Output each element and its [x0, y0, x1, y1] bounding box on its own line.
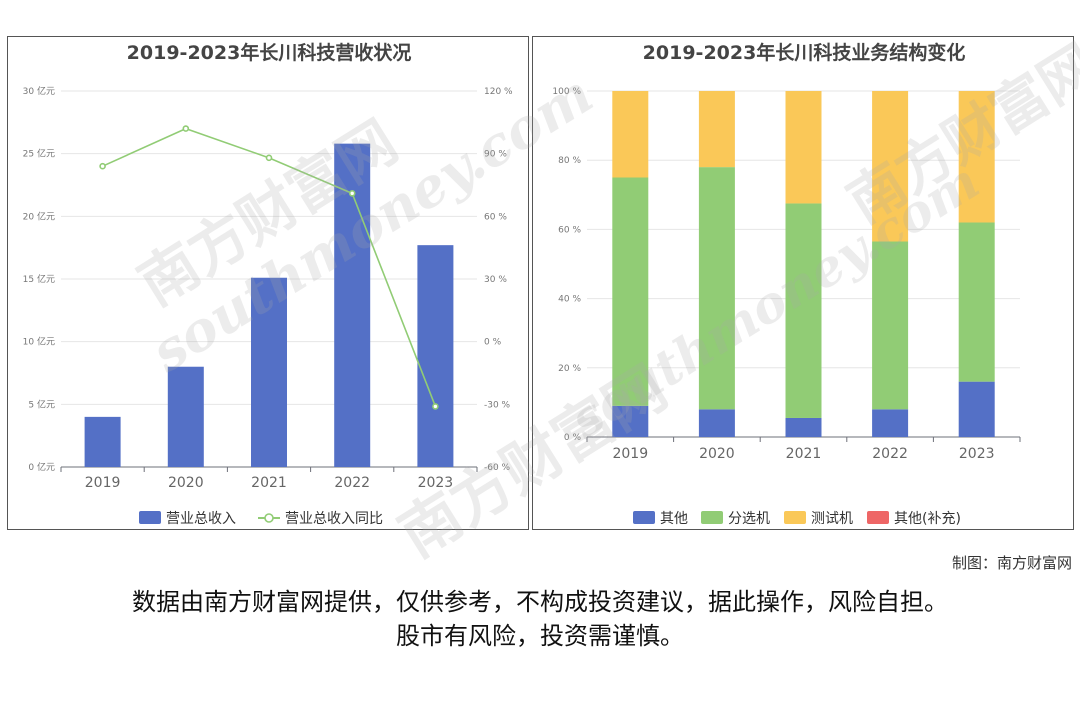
- legend-swatch-point: [264, 513, 274, 523]
- yoy-point: [99, 162, 106, 170]
- disclaimer-line-1: 数据由南方财富网提供，仅供参考，不构成投资建议，据此操作，风险自担。: [132, 588, 948, 616]
- stacked-bar-segment: [785, 91, 822, 204]
- y-right-tick-label: -30 %: [484, 400, 511, 410]
- x-tick-label: 2021: [786, 446, 822, 462]
- stacked-bar-segment: [612, 177, 649, 406]
- y-tick-label: 100 %: [552, 87, 581, 97]
- x-tick-label: 2020: [699, 446, 735, 462]
- yoy-point: [265, 154, 273, 162]
- x-tick-label: 2021: [251, 475, 287, 491]
- y-tick-label: 20 %: [558, 364, 581, 374]
- chart-credit: 制图：南方财富网: [951, 554, 1072, 572]
- stacked-bar-segment: [698, 409, 735, 437]
- yoy-point: [348, 190, 356, 197]
- x-tick-label: 2023: [959, 446, 995, 462]
- y-tick-label: 0 %: [564, 433, 582, 443]
- x-tick-label: 2020: [168, 475, 204, 491]
- stacked-bar-segment: [958, 222, 995, 382]
- x-tick-label: 2022: [334, 475, 370, 491]
- y-left-tick-label: 0 亿元: [28, 461, 55, 473]
- revenue-bar: [84, 416, 121, 467]
- stacked-bar-segment: [958, 381, 995, 437]
- business-structure-chart-panel: 2019-2023年长川科技业务结构变化 0 % 20 % 40 % 60 % 80 % 1…: [532, 36, 1074, 530]
- legend-label: 营业总收入同比: [285, 511, 383, 527]
- legend-label: 分选机: [728, 511, 770, 527]
- legend-swatch-bar: [139, 511, 161, 524]
- y-left-tick-label: 10 亿元: [23, 336, 55, 348]
- y-tick-label: 40 %: [558, 295, 581, 305]
- revenue-bar: [334, 143, 371, 467]
- stacked-bar-segment: [958, 91, 995, 223]
- legend-swatch: [633, 511, 655, 524]
- y-right-tick-label: 30 %: [484, 275, 507, 285]
- yoy-point: [432, 403, 439, 410]
- x-tick-label: 2019: [612, 446, 648, 462]
- revenue-chart: 2019-2023年长川科技营收状况 0 亿元 5 亿元 10 亿元 15 亿元 20 亿…: [23, 41, 513, 527]
- legend-swatch: [784, 511, 806, 524]
- stacked-bar-segment: [698, 91, 735, 168]
- y-right-tick-label: 90 %: [484, 150, 507, 160]
- legend-label: 营业总收入: [166, 511, 236, 527]
- y-right-tick-label: 120 %: [484, 87, 513, 97]
- y-right-tick-label: -60 %: [484, 463, 511, 473]
- stacked-bar-segment: [785, 203, 822, 418]
- stacked-bar-segment: [872, 409, 909, 437]
- y-left-tick-label: 20 亿元: [23, 210, 55, 222]
- stacked-bar-segment: [785, 417, 822, 437]
- legend-label: 其他: [660, 511, 688, 527]
- stacked-bar-segment: [698, 167, 735, 410]
- x-tick-label: 2022: [872, 446, 908, 462]
- legend-label: 测试机: [811, 511, 853, 527]
- x-tick-label: 2019: [85, 475, 121, 491]
- yoy-point: [182, 125, 190, 132]
- y-left-tick-label: 5 亿元: [28, 398, 55, 410]
- disclaimer-line-2: 股市有风险，投资需谨慎。: [396, 622, 684, 650]
- legend-swatch: [867, 511, 889, 524]
- business-structure-chart: 2019-2023年长川科技业务结构变化 0 % 20 % 40 % 60 % 80 % 1…: [552, 41, 1021, 527]
- y-left-tick-label: 15 亿元: [23, 273, 55, 285]
- y-tick-label: 80 %: [558, 156, 581, 166]
- stacked-bar-segment: [872, 91, 909, 242]
- y-left-tick-label: 30 亿元: [23, 85, 55, 97]
- y-tick-label: 60 %: [558, 225, 581, 235]
- stacked-bar-segment: [872, 241, 909, 410]
- revenue-bar: [251, 277, 287, 467]
- chart-title: 2019-2023年长川科技营收状况: [127, 41, 412, 64]
- stacked-bar-segment: [612, 91, 649, 178]
- stacked-bar-segment: [612, 405, 649, 437]
- revenue-bar: [167, 366, 204, 467]
- y-right-tick-label: 60 %: [484, 212, 507, 222]
- y-right-tick-label: 0 %: [484, 338, 502, 348]
- y-left-tick-label: 25 亿元: [23, 148, 55, 160]
- legend-swatch: [701, 511, 723, 524]
- legend-label: 其他(补充): [894, 511, 961, 527]
- revenue-bar: [417, 245, 454, 467]
- chart-title: 2019-2023年长川科技业务结构变化: [643, 41, 966, 64]
- revenue-chart-panel: 2019-2023年长川科技营收状况 0 亿元 5 亿元 10 亿元 15 亿元 20 亿…: [7, 36, 529, 530]
- x-tick-label: 2023: [418, 475, 454, 491]
